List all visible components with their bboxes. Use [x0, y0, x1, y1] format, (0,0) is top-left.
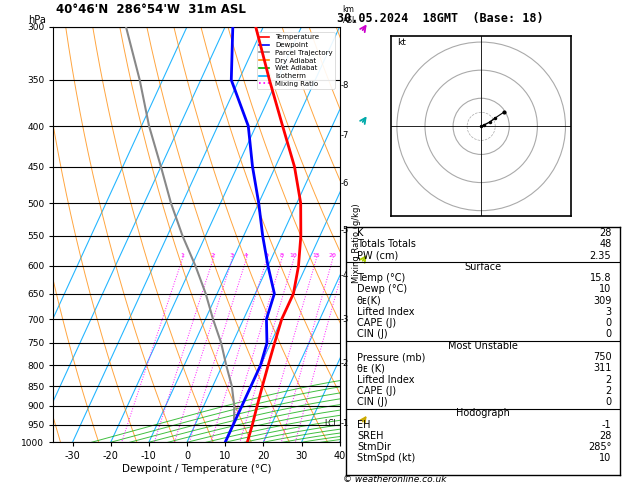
Text: 0: 0 — [605, 318, 611, 328]
Text: StmSpd (kt): StmSpd (kt) — [357, 453, 415, 464]
Text: -2: -2 — [341, 359, 349, 367]
Text: 1: 1 — [180, 253, 184, 258]
Text: -1: -1 — [602, 419, 611, 430]
Text: Pressure (mb): Pressure (mb) — [357, 352, 425, 362]
Text: hPa: hPa — [28, 15, 45, 25]
Text: 20: 20 — [328, 253, 337, 258]
Text: -3: -3 — [341, 314, 350, 324]
Text: θᴇ(K): θᴇ(K) — [357, 295, 382, 306]
Text: 28: 28 — [599, 228, 611, 238]
Text: LCL: LCL — [324, 418, 338, 428]
Text: 10: 10 — [289, 253, 298, 258]
Text: Dewp (°C): Dewp (°C) — [357, 284, 407, 295]
Text: EH: EH — [357, 419, 370, 430]
Text: 0: 0 — [605, 330, 611, 340]
Text: 6: 6 — [264, 253, 269, 258]
Text: 2: 2 — [605, 386, 611, 396]
Text: 48: 48 — [599, 239, 611, 249]
Text: -8: -8 — [341, 81, 350, 90]
Text: Hodograph: Hodograph — [456, 408, 509, 418]
Text: PW (cm): PW (cm) — [357, 251, 398, 260]
Text: 28: 28 — [599, 431, 611, 441]
Text: 2.35: 2.35 — [590, 251, 611, 260]
Text: 10: 10 — [599, 284, 611, 295]
X-axis label: Dewpoint / Temperature (°C): Dewpoint / Temperature (°C) — [122, 464, 271, 474]
Text: 4: 4 — [244, 253, 248, 258]
Text: K: K — [357, 228, 364, 238]
Legend: Temperature, Dewpoint, Parcel Trajectory, Dry Adiabat, Wet Adiabat, Isotherm, Mi: Temperature, Dewpoint, Parcel Trajectory… — [257, 32, 335, 89]
Text: 311: 311 — [593, 363, 611, 373]
Text: -4: -4 — [341, 271, 349, 279]
Text: 3: 3 — [605, 307, 611, 317]
Text: CIN (J): CIN (J) — [357, 397, 387, 407]
Text: -1: -1 — [341, 418, 349, 428]
Text: -6: -6 — [341, 179, 350, 188]
Text: 2: 2 — [605, 375, 611, 384]
Text: 2: 2 — [211, 253, 214, 258]
Text: © weatheronline.co.uk: © weatheronline.co.uk — [343, 474, 447, 484]
Text: 309: 309 — [593, 295, 611, 306]
Text: Lifted Index: Lifted Index — [357, 307, 415, 317]
Text: -5: -5 — [341, 226, 349, 235]
Text: CAPE (J): CAPE (J) — [357, 318, 396, 328]
Text: 8: 8 — [279, 253, 284, 258]
Text: -7: -7 — [341, 131, 350, 140]
Text: CAPE (J): CAPE (J) — [357, 386, 396, 396]
Text: Totals Totals: Totals Totals — [357, 239, 416, 249]
Text: Most Unstable: Most Unstable — [448, 341, 518, 351]
Text: 0: 0 — [605, 397, 611, 407]
Text: CIN (J): CIN (J) — [357, 330, 387, 340]
Text: SREH: SREH — [357, 431, 384, 441]
Text: 40°46'N  286°54'W  31m ASL: 40°46'N 286°54'W 31m ASL — [57, 3, 246, 17]
Text: 3: 3 — [230, 253, 234, 258]
Text: θᴇ (K): θᴇ (K) — [357, 363, 385, 373]
Text: 750: 750 — [593, 352, 611, 362]
Text: 30.05.2024  18GMT  (Base: 18): 30.05.2024 18GMT (Base: 18) — [337, 12, 543, 25]
Text: StmDir: StmDir — [357, 442, 391, 452]
Text: 15: 15 — [312, 253, 320, 258]
Text: 15.8: 15.8 — [590, 273, 611, 283]
Text: 10: 10 — [599, 453, 611, 464]
Text: km
ASL: km ASL — [343, 5, 357, 25]
Text: kt: kt — [397, 38, 406, 47]
Text: Mixing Ratio (g/kg): Mixing Ratio (g/kg) — [352, 203, 361, 283]
Text: 285°: 285° — [588, 442, 611, 452]
Text: Surface: Surface — [464, 262, 501, 272]
Text: Lifted Index: Lifted Index — [357, 375, 415, 384]
Text: Temp (°C): Temp (°C) — [357, 273, 405, 283]
